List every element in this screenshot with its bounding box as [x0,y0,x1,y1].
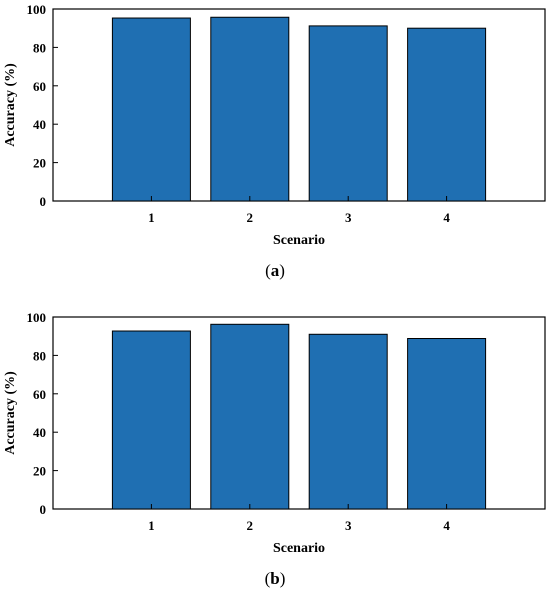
bars-b [111,323,487,510]
x-ticks-a: 1 2 3 4 [148,196,450,225]
bars-a [111,16,487,202]
y-axis-title-b: Accuracy (%) [3,371,18,455]
bar-a-2 [210,16,290,202]
y-tick-label-a-60: 60 [33,79,46,94]
y-tick-label-b-40: 40 [33,425,46,440]
bar-b-4 [407,338,487,510]
bar-b-3 [308,333,388,510]
x-tick-label-a-1: 1 [148,210,155,225]
caption-b: (b) [265,569,286,588]
y-ticks-a: 0 20 40 60 80 100 [27,2,58,209]
x-tick-label-b-2: 2 [247,518,254,533]
y-tick-label-a-40: 40 [33,117,46,132]
y-tick-label-a-20: 20 [33,156,46,171]
x-tick-label-b-3: 3 [345,518,352,533]
y-tick-label-b-100: 100 [27,310,47,325]
x-axis-title-a: Scenario [273,233,325,248]
bar-a-3 [308,25,388,202]
x-tick-label-b-4: 4 [443,518,450,533]
bar-b-1 [111,330,191,510]
x-tick-label-a-3: 3 [345,210,352,225]
plot-frame-b [52,316,546,510]
caption-a: (a) [265,261,285,280]
x-tick-label-a-2: 2 [247,210,254,225]
y-axis-title-a: Accuracy (%) [3,63,18,147]
y-tick-label-b-60: 60 [33,387,46,402]
y-tick-label-a-80: 80 [33,40,46,55]
y-tick-label-b-80: 80 [33,348,46,363]
caption-letter-b: b [270,569,279,588]
x-tick-label-a-4: 4 [443,210,450,225]
y-tick-label-b-20: 20 [33,464,46,479]
bar-b-2 [210,323,290,510]
y-ticks-b: 0 20 40 60 80 100 [27,310,58,517]
x-axis-title-b: Scenario [273,541,325,556]
x-ticks-b: 1 2 3 4 [148,504,450,533]
y-tick-label-a-0: 0 [40,194,47,209]
bar-a-1 [111,17,191,202]
y-tick-label-a-100: 100 [27,2,47,17]
bar-a-4 [407,27,487,202]
y-tick-label-b-0: 0 [40,502,47,517]
plot-frame-a [52,8,546,202]
x-tick-label-b-1: 1 [148,518,155,533]
caption-letter-a: a [271,261,280,280]
